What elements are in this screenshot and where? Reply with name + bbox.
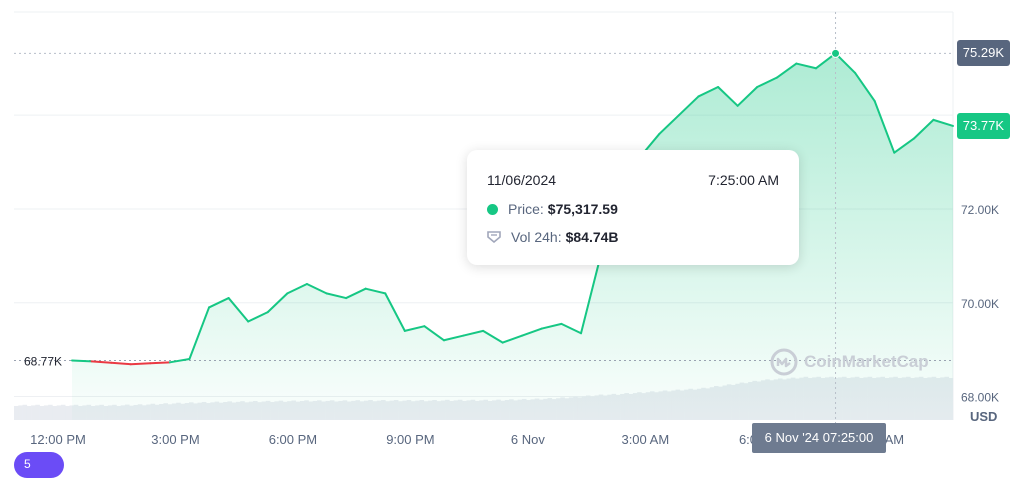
coinmarketcap-logo-icon xyxy=(770,348,798,376)
price-line-segment xyxy=(697,86,720,98)
hover-point xyxy=(831,48,841,58)
price-line-segment xyxy=(266,292,289,314)
y-tick-label: 68.00K xyxy=(961,391,999,405)
price-line-segment xyxy=(110,361,132,366)
price-line-segment xyxy=(540,322,563,330)
volume-bar xyxy=(18,405,23,420)
price-line-segment xyxy=(90,360,113,364)
price-line-segment xyxy=(462,329,485,337)
price-line-segment xyxy=(795,62,817,70)
price-tooltip: 11/06/2024 7:25:00 AM Price: $75,317.59 … xyxy=(467,150,799,265)
price-line-segment xyxy=(893,137,915,154)
price-line-segment xyxy=(129,362,152,366)
price-line-segment xyxy=(149,361,171,365)
current-price-badge: 73.77K xyxy=(956,112,1010,139)
notification-badge[interactable]: 5 xyxy=(14,452,64,478)
volume-bar xyxy=(26,406,32,420)
price-dot-icon xyxy=(487,203,498,215)
x-tick-label: 3:00 AM xyxy=(621,432,669,447)
volume-icon xyxy=(487,231,501,243)
price-line-segment xyxy=(364,287,387,295)
price-line-segment xyxy=(403,325,426,332)
price-line-segment xyxy=(932,118,954,127)
price-line-segment xyxy=(384,292,406,332)
price-line-segment xyxy=(736,86,759,107)
volume-bar xyxy=(56,405,62,420)
unit-label: USD xyxy=(970,409,997,424)
tooltip-time: 7:25:00 AM xyxy=(708,172,779,188)
watermark-text: CoinMarketCap xyxy=(804,352,929,371)
price-line-segment xyxy=(580,254,602,335)
crosshair-time-badge: 6 Nov '24 07:25:00 xyxy=(752,423,886,453)
y-tick-label: 70.00K xyxy=(961,297,999,311)
x-tick-label: 9:00 PM xyxy=(386,432,434,447)
coinmarketcap-watermark: CoinMarketCap xyxy=(770,348,929,376)
tooltip-volume-value: $84.74B xyxy=(565,229,619,245)
price-line-segment xyxy=(677,95,700,117)
price-line-segment xyxy=(71,359,93,363)
volume-bar xyxy=(35,404,40,420)
x-tick-label: 6 Nov xyxy=(511,432,545,447)
price-line-segment xyxy=(658,114,680,135)
price-line-segment xyxy=(227,297,250,323)
x-tick-label: 12:00 PM xyxy=(30,432,86,447)
price-line-segment xyxy=(560,322,583,335)
price-line-segment xyxy=(873,100,896,154)
price-line-segment xyxy=(208,297,230,309)
price-line-segment xyxy=(442,334,465,342)
price-line-segment xyxy=(717,86,739,107)
volume-bar xyxy=(60,404,66,420)
volume-bar xyxy=(31,405,36,420)
volume-bar xyxy=(69,405,75,420)
price-line-segment xyxy=(521,327,543,337)
tooltip-volume-row: Vol 24h: $84.74B xyxy=(487,229,619,245)
price-line-segment xyxy=(423,325,445,342)
open-price-label: 68.77K xyxy=(24,354,62,368)
price-line-segment xyxy=(854,71,876,103)
volume-bar xyxy=(39,406,45,420)
x-tick-label: 3:00 PM xyxy=(151,432,199,447)
price-line-segment xyxy=(501,334,524,344)
price-line-segment xyxy=(756,76,778,89)
price-line-segment xyxy=(325,292,348,300)
y-tick-label: 72.00K xyxy=(961,203,999,217)
volume-bar xyxy=(14,406,19,420)
price-line-segment xyxy=(912,118,935,140)
price-line-segment xyxy=(168,358,191,364)
tooltip-date: 11/06/2024 xyxy=(487,172,557,188)
volume-bar xyxy=(48,404,53,420)
volume-bar xyxy=(52,406,57,420)
price-line-segment xyxy=(188,306,211,361)
tooltip-price-row: Price: $75,317.59 xyxy=(487,201,618,217)
price-line-segment xyxy=(345,287,367,300)
price-line-segment xyxy=(286,283,308,295)
hover-price-badge: 75.29K xyxy=(956,40,1010,67)
volume-bar xyxy=(65,406,70,420)
price-line-segment xyxy=(834,52,857,74)
tooltip-volume-label: Vol 24h: xyxy=(511,229,562,245)
price-line-segment xyxy=(482,329,504,344)
price-line-segment xyxy=(775,62,798,79)
x-tick-label: 6:00 PM xyxy=(269,432,317,447)
price-line-segment xyxy=(247,311,269,323)
price-chart[interactable]: 68.00K 70.00K 72.00K 12:00 PM 3:00 PM 6:00 P… xyxy=(0,0,1024,466)
tooltip-price-value: $75,317.59 xyxy=(547,201,618,217)
price-line-segment xyxy=(305,283,328,295)
price-area xyxy=(72,53,953,420)
volume-bar xyxy=(22,404,28,420)
volume-bar xyxy=(43,405,49,420)
tooltip-price-label: Price: xyxy=(508,201,544,217)
